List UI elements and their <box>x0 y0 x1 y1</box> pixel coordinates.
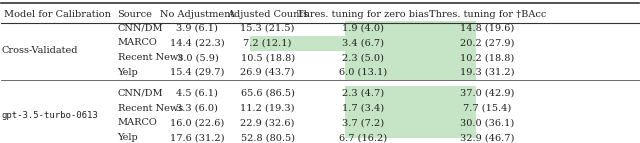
Text: 37.0 (42.9): 37.0 (42.9) <box>460 89 515 98</box>
Text: 3.0 (5.9): 3.0 (5.9) <box>177 53 218 62</box>
Text: CNN/DM: CNN/DM <box>118 89 163 98</box>
Text: 7.7 (15.4): 7.7 (15.4) <box>463 104 511 113</box>
Text: 1.9 (4.0): 1.9 (4.0) <box>342 24 384 33</box>
Text: 17.6 (31.2): 17.6 (31.2) <box>170 133 225 142</box>
Text: MARCO: MARCO <box>118 38 157 47</box>
Text: Recent News: Recent News <box>118 104 183 113</box>
Text: Thres. tuning for zero bias: Thres. tuning for zero bias <box>297 10 429 19</box>
Text: Yelp: Yelp <box>118 68 138 77</box>
Text: 3.4 (6.7): 3.4 (6.7) <box>342 38 384 47</box>
Bar <box>345 65 476 80</box>
Text: 2.3 (5.0): 2.3 (5.0) <box>342 53 384 62</box>
Bar <box>345 36 476 51</box>
Text: 65.6 (86.5): 65.6 (86.5) <box>241 89 294 98</box>
Text: 22.9 (32.6): 22.9 (32.6) <box>241 118 295 127</box>
Text: 10.2 (18.8): 10.2 (18.8) <box>460 53 515 62</box>
Text: 16.0 (22.6): 16.0 (22.6) <box>170 118 225 127</box>
Text: 15.4 (29.7): 15.4 (29.7) <box>170 68 225 77</box>
Text: Thres. tuning for †BAcc: Thres. tuning for †BAcc <box>429 10 546 19</box>
Bar <box>250 36 345 51</box>
Bar <box>345 51 476 65</box>
Text: 19.3 (31.2): 19.3 (31.2) <box>460 68 515 77</box>
Text: Source: Source <box>118 10 152 19</box>
Text: Recent News: Recent News <box>118 53 183 62</box>
Text: 11.2 (19.3): 11.2 (19.3) <box>241 104 295 113</box>
Text: 26.9 (43.7): 26.9 (43.7) <box>241 68 295 77</box>
Text: Cross-Validated: Cross-Validated <box>2 46 79 55</box>
Text: Yelp: Yelp <box>118 133 138 142</box>
Text: 6.7 (16.2): 6.7 (16.2) <box>339 133 387 142</box>
Text: 32.9 (46.7): 32.9 (46.7) <box>460 133 515 142</box>
Text: No Adjustment: No Adjustment <box>160 10 234 19</box>
Text: 52.8 (80.5): 52.8 (80.5) <box>241 133 294 142</box>
Text: 7.2 (12.1): 7.2 (12.1) <box>243 38 292 47</box>
Text: 1.7 (3.4): 1.7 (3.4) <box>342 104 384 113</box>
Text: 6.0 (13.1): 6.0 (13.1) <box>339 68 387 77</box>
Bar <box>345 21 476 36</box>
Bar <box>345 87 476 101</box>
Text: Adjusted Counts: Adjusted Counts <box>227 10 308 19</box>
Text: 30.0 (36.1): 30.0 (36.1) <box>460 118 515 127</box>
Text: 10.5 (18.8): 10.5 (18.8) <box>241 53 294 62</box>
Text: 2.3 (4.7): 2.3 (4.7) <box>342 89 384 98</box>
Text: gpt-3.5-turbo-0613: gpt-3.5-turbo-0613 <box>2 111 99 120</box>
Text: 3.3 (6.0): 3.3 (6.0) <box>177 104 218 113</box>
Text: MARCO: MARCO <box>118 118 157 127</box>
Bar <box>345 131 476 143</box>
Text: Model for Calibration: Model for Calibration <box>4 10 111 19</box>
Text: CNN/DM: CNN/DM <box>118 24 163 33</box>
Text: 14.4 (22.3): 14.4 (22.3) <box>170 38 225 47</box>
Text: 15.3 (21.5): 15.3 (21.5) <box>241 24 295 33</box>
Bar <box>345 101 476 116</box>
Text: 4.5 (6.1): 4.5 (6.1) <box>177 89 218 98</box>
Bar <box>345 116 476 131</box>
Text: 3.7 (7.2): 3.7 (7.2) <box>342 118 384 127</box>
Text: 3.9 (6.1): 3.9 (6.1) <box>177 24 218 33</box>
Text: 20.2 (27.9): 20.2 (27.9) <box>460 38 515 47</box>
Text: 14.8 (19.6): 14.8 (19.6) <box>460 24 515 33</box>
